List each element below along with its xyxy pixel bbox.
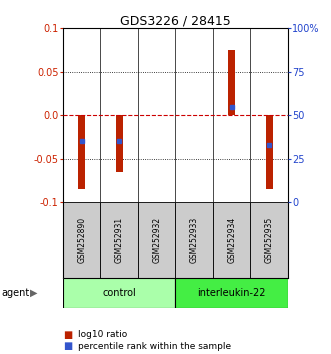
Text: GSM252932: GSM252932 bbox=[152, 217, 161, 263]
Bar bbox=[175, 278, 288, 308]
Bar bbox=[63, 278, 175, 308]
Bar bbox=[100, 202, 138, 278]
Bar bbox=[175, 202, 213, 278]
Bar bbox=[116, 115, 122, 172]
Text: ▶: ▶ bbox=[30, 288, 38, 298]
Text: percentile rank within the sample: percentile rank within the sample bbox=[78, 342, 231, 351]
Text: GSM252890: GSM252890 bbox=[77, 217, 86, 263]
Bar bbox=[213, 202, 251, 278]
Text: ■: ■ bbox=[63, 341, 72, 351]
Text: GSM252931: GSM252931 bbox=[115, 217, 124, 263]
Text: interleukin-22: interleukin-22 bbox=[198, 288, 266, 298]
Text: GSM252934: GSM252934 bbox=[227, 217, 236, 263]
Bar bbox=[251, 202, 288, 278]
Text: GSM252933: GSM252933 bbox=[190, 217, 199, 263]
Text: agent: agent bbox=[2, 288, 30, 298]
Text: log10 ratio: log10 ratio bbox=[78, 330, 127, 339]
Bar bbox=[266, 115, 273, 189]
Bar bbox=[78, 115, 85, 189]
Bar bbox=[63, 202, 100, 278]
Title: GDS3226 / 28415: GDS3226 / 28415 bbox=[120, 14, 231, 27]
Text: ■: ■ bbox=[63, 330, 72, 339]
Text: GSM252935: GSM252935 bbox=[265, 217, 274, 263]
Bar bbox=[138, 202, 175, 278]
Bar bbox=[228, 50, 235, 115]
Text: control: control bbox=[102, 288, 136, 298]
